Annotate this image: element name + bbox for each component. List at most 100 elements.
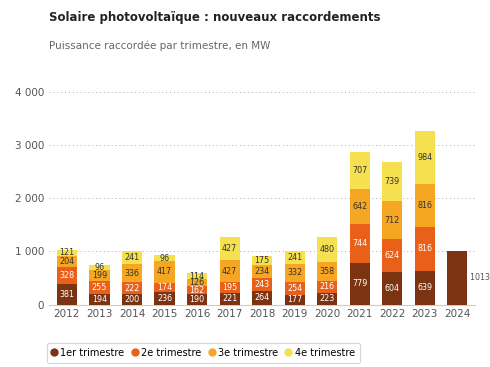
Text: 816: 816 [417, 201, 432, 210]
Text: 712: 712 [385, 216, 400, 225]
Text: 175: 175 [254, 256, 270, 265]
Bar [89, 281, 110, 294]
Text: 204: 204 [59, 257, 74, 266]
Text: 816: 816 [417, 244, 432, 253]
Bar [154, 283, 174, 292]
Legend: 1er trimestre, 2e trimestre, 3e trimestre, 4e trimestre: 1er trimestre, 2e trimestre, 3e trimestr… [47, 343, 360, 363]
Text: 241: 241 [124, 253, 140, 262]
Bar [350, 224, 370, 263]
Text: 739: 739 [385, 177, 400, 186]
Bar [89, 294, 110, 305]
Text: 417: 417 [157, 267, 172, 276]
Text: 121: 121 [59, 248, 74, 257]
Bar [57, 284, 77, 305]
Bar [415, 131, 435, 184]
Text: 236: 236 [157, 294, 172, 303]
Bar [89, 265, 110, 270]
Text: 195: 195 [222, 283, 237, 292]
Text: 254: 254 [287, 284, 302, 293]
Text: 604: 604 [385, 284, 400, 293]
Bar [382, 201, 402, 239]
Text: 639: 639 [417, 283, 432, 292]
Bar [122, 282, 142, 294]
Text: 223: 223 [319, 294, 335, 303]
Bar [317, 293, 337, 305]
Bar [415, 270, 435, 305]
Text: Puissance raccordée par trimestre, en MW: Puissance raccordée par trimestre, en MW [49, 40, 270, 51]
Bar [252, 291, 272, 305]
Bar [187, 286, 207, 294]
Text: 174: 174 [157, 283, 172, 292]
Text: 480: 480 [320, 245, 335, 254]
Text: 427: 427 [222, 244, 237, 253]
Bar [317, 281, 337, 293]
Text: 200: 200 [124, 295, 140, 304]
Bar [122, 251, 142, 264]
Bar [122, 294, 142, 305]
Text: 216: 216 [319, 283, 335, 291]
Bar [350, 152, 370, 189]
Text: 358: 358 [319, 267, 335, 276]
Bar [220, 283, 240, 293]
Bar [187, 273, 207, 279]
Text: 162: 162 [190, 286, 205, 295]
Bar [317, 262, 337, 281]
Text: 381: 381 [59, 290, 74, 299]
Bar [415, 227, 435, 270]
Text: 221: 221 [222, 294, 237, 303]
Text: 96: 96 [95, 263, 104, 272]
Bar [415, 184, 435, 227]
Text: 779: 779 [352, 279, 368, 288]
Text: 264: 264 [255, 293, 270, 302]
Bar [154, 255, 174, 261]
Text: 222: 222 [124, 284, 140, 292]
Text: 336: 336 [124, 269, 140, 278]
Text: 114: 114 [190, 272, 204, 281]
Bar [187, 294, 207, 305]
Bar [220, 293, 240, 305]
Text: 199: 199 [92, 271, 107, 280]
Bar [252, 256, 272, 265]
Text: Solaire photovoltaïque : nouveaux raccordements: Solaire photovoltaïque : nouveaux raccor… [49, 11, 381, 24]
Text: 624: 624 [385, 251, 400, 260]
Text: 427: 427 [222, 266, 237, 276]
Text: 241: 241 [287, 253, 302, 262]
Text: 190: 190 [190, 295, 205, 304]
Bar [447, 251, 467, 305]
Bar [285, 264, 305, 282]
Bar [317, 237, 337, 262]
Bar [154, 261, 174, 283]
Text: 984: 984 [417, 153, 432, 162]
Bar [57, 256, 77, 267]
Text: 744: 744 [352, 239, 368, 248]
Bar [350, 189, 370, 224]
Text: 707: 707 [352, 166, 368, 175]
Bar [154, 292, 174, 305]
Bar [187, 279, 207, 286]
Text: 255: 255 [92, 283, 107, 292]
Bar [89, 270, 110, 281]
Bar [285, 295, 305, 305]
Text: 234: 234 [255, 267, 270, 276]
Text: 126: 126 [190, 278, 205, 287]
Text: 177: 177 [287, 295, 302, 304]
Bar [350, 263, 370, 305]
Bar [122, 264, 142, 282]
Bar [57, 250, 77, 256]
Bar [285, 251, 305, 264]
Bar [382, 162, 402, 201]
Text: 243: 243 [255, 280, 270, 288]
Text: 642: 642 [352, 202, 368, 211]
Bar [382, 272, 402, 305]
Text: 328: 328 [59, 271, 74, 280]
Text: 332: 332 [287, 268, 302, 277]
Text: 96: 96 [159, 254, 170, 262]
Bar [252, 265, 272, 277]
Text: 194: 194 [92, 295, 107, 304]
Bar [285, 282, 305, 295]
Bar [57, 267, 77, 284]
Bar [220, 237, 240, 260]
Bar [382, 239, 402, 272]
Text: 1013 (p): 1013 (p) [470, 273, 490, 282]
Bar [252, 277, 272, 291]
